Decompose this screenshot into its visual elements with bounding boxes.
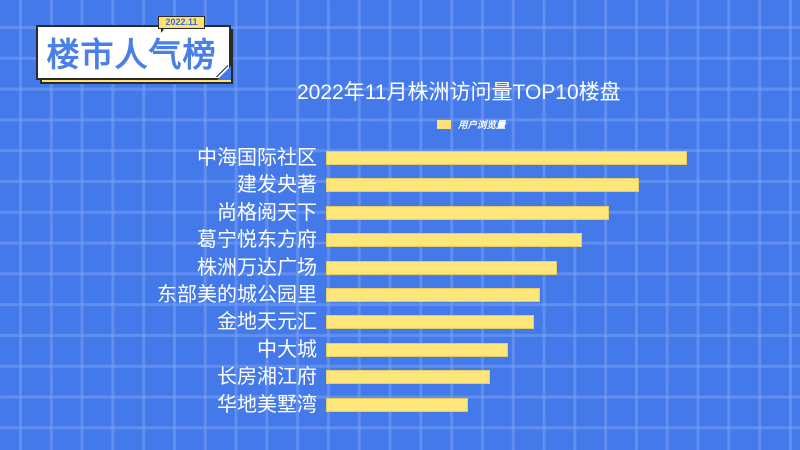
bar xyxy=(326,370,490,385)
chart-legend: 用户浏览量 xyxy=(437,117,506,131)
bar-label: 株洲万达广场 xyxy=(197,254,317,279)
bar-row: 建发央著 xyxy=(0,171,800,198)
bar xyxy=(326,342,508,357)
bar-label: 长房湘江府 xyxy=(217,364,317,389)
bar xyxy=(326,260,558,275)
bar xyxy=(326,205,610,220)
legend-swatch xyxy=(437,119,451,129)
bar-row: 金地天元汇 xyxy=(0,308,800,335)
bar xyxy=(326,288,541,302)
bar xyxy=(326,315,534,330)
legend-label: 用户浏览量 xyxy=(458,120,506,131)
bar-label: 尚格阅天下 xyxy=(217,199,317,224)
speech-bubble-tail-icon xyxy=(161,27,166,33)
bar-row: 东部美的城公园里 xyxy=(0,281,800,308)
bar-row: 中海国际社区 xyxy=(0,144,800,171)
date-tag: 2022.11 xyxy=(158,16,205,29)
bar xyxy=(326,151,687,165)
bar-row: 尚格阅天下 xyxy=(0,199,800,226)
bar-label: 东部美的城公园里 xyxy=(157,282,317,306)
bar-row: 长房湘江府 xyxy=(0,363,800,390)
bar-row: 葛宁悦东方府 xyxy=(0,226,800,253)
bar-label: 华地美墅湾 xyxy=(217,391,317,416)
bar-label: 建发央著 xyxy=(237,172,317,197)
folded-corner-flap xyxy=(216,65,228,77)
bar-row: 华地美墅湾 xyxy=(0,391,800,418)
bar-row: 中大城 xyxy=(0,336,800,363)
bar-row: 株洲万达广场 xyxy=(0,254,800,281)
bar xyxy=(326,397,468,412)
bar-label: 中海国际社区 xyxy=(197,145,317,169)
chart-title: 2022年11月株洲访问量TOP10楼盘 xyxy=(297,81,621,104)
bar-label: 葛宁悦东方府 xyxy=(197,227,317,252)
bar xyxy=(326,178,639,193)
bar xyxy=(326,233,582,248)
title-badge: 楼市人气榜 xyxy=(36,25,231,80)
bar-label: 中大城 xyxy=(257,336,317,361)
badge-title: 楼市人气榜 xyxy=(46,34,217,74)
bar-label: 金地天元汇 xyxy=(217,309,317,334)
